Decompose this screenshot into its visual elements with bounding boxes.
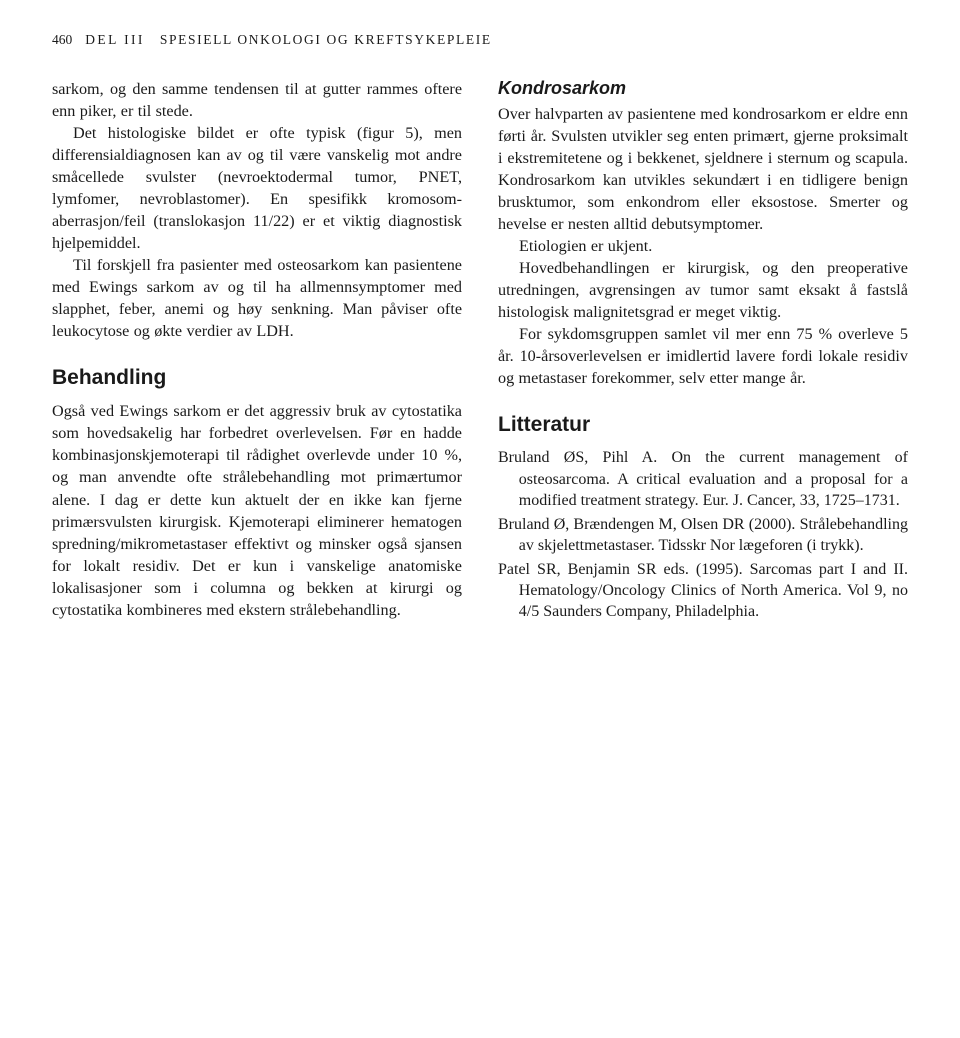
- right-column: Kondrosarkom Over halvparten av pasiente…: [498, 78, 908, 625]
- reference-list: Bruland ØS, Pihl A. On the current manag…: [498, 447, 908, 623]
- two-column-layout: sarkom, og den samme tendensen til at gu…: [52, 78, 908, 625]
- left-column: sarkom, og den samme tendensen til at gu…: [52, 78, 462, 625]
- heading-behandling: Behandling: [52, 366, 462, 390]
- page-header: 460 DEL III SPESIELL ONKOLOGI OG KREFTSY…: [52, 32, 908, 48]
- section-title: SPESIELL ONKOLOGI OG KREFTSYKEPLEIE: [160, 32, 492, 47]
- paragraph: Hovedbehandlingen er kirurgisk, og den p…: [498, 257, 908, 323]
- page-number: 460: [52, 32, 72, 47]
- heading-kondrosarkom: Kondrosarkom: [498, 78, 908, 99]
- paragraph: sarkom, og den samme tendensen til at gu…: [52, 78, 462, 122]
- reference-item: Bruland ØS, Pihl A. On the current manag…: [498, 447, 908, 511]
- paragraph: Etiologien er ukjent.: [498, 235, 908, 257]
- paragraph: Til forskjell fra pasienter med osteosar…: [52, 254, 462, 342]
- paragraph: Over halvparten av pasientene med kondro…: [498, 103, 908, 235]
- heading-litteratur: Litteratur: [498, 413, 908, 437]
- paragraph: For sykdomsgruppen samlet vil mer enn 75…: [498, 323, 908, 389]
- reference-item: Bruland Ø, Brændengen M, Olsen DR (2000)…: [498, 514, 908, 557]
- paragraph: Det histologiske bildet er ofte typisk (…: [52, 122, 462, 254]
- part-label: DEL III: [85, 32, 145, 47]
- reference-item: Patel SR, Benjamin SR eds. (1995). Sarco…: [498, 559, 908, 623]
- paragraph: Også ved Ewings sarkom er det aggressiv …: [52, 400, 462, 620]
